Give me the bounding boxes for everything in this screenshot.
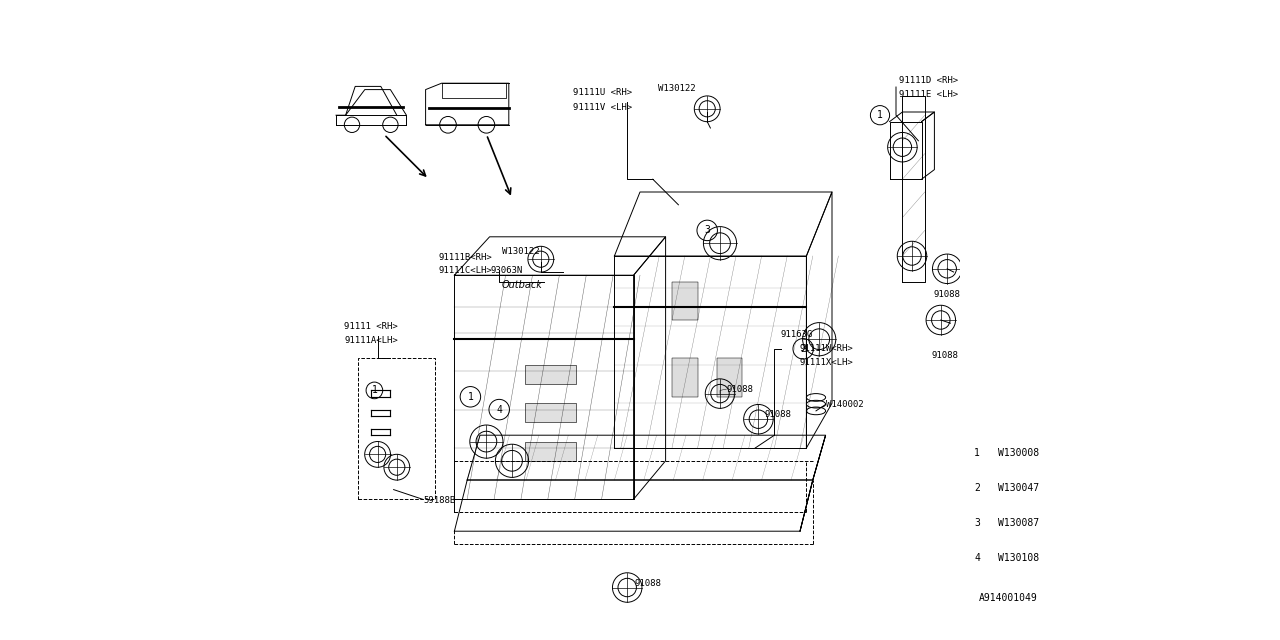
Text: 1: 1 xyxy=(974,448,980,458)
Text: 91088: 91088 xyxy=(765,410,791,419)
Text: W130047: W130047 xyxy=(998,483,1039,493)
Bar xyxy=(963,435,1088,576)
Text: 1: 1 xyxy=(371,385,378,396)
Text: 3: 3 xyxy=(704,225,710,236)
Text: W140002: W140002 xyxy=(826,400,863,409)
Circle shape xyxy=(440,116,457,133)
Text: 2: 2 xyxy=(974,483,980,493)
Text: 91111B<RH>: 91111B<RH> xyxy=(438,253,492,262)
Text: 91088: 91088 xyxy=(932,351,957,360)
Text: 91111 <RH>: 91111 <RH> xyxy=(344,322,398,331)
Bar xyxy=(672,358,698,397)
Text: 91111X<LH>: 91111X<LH> xyxy=(800,358,854,367)
Text: 91111A<LH>: 91111A<LH> xyxy=(344,336,398,345)
Text: 2: 2 xyxy=(800,344,806,354)
Text: 91111C<LH>: 91111C<LH> xyxy=(438,266,492,275)
Text: W130122: W130122 xyxy=(658,84,695,93)
Text: 91111W<RH>: 91111W<RH> xyxy=(800,344,854,353)
Text: W130108: W130108 xyxy=(998,554,1039,563)
Text: 3: 3 xyxy=(974,518,980,528)
Text: 4: 4 xyxy=(974,554,980,563)
Text: 91111U <RH>: 91111U <RH> xyxy=(573,88,632,97)
Circle shape xyxy=(479,116,495,133)
Text: 91111D <RH>: 91111D <RH> xyxy=(900,76,959,84)
Text: W130087: W130087 xyxy=(998,518,1039,528)
Bar xyxy=(525,403,576,422)
Text: 91088: 91088 xyxy=(635,579,662,588)
Bar xyxy=(717,358,742,397)
Text: W130122: W130122 xyxy=(502,247,540,256)
Text: 4: 4 xyxy=(497,404,502,415)
Text: 1: 1 xyxy=(467,392,474,402)
Text: 91111V <LH>: 91111V <LH> xyxy=(573,103,632,112)
Circle shape xyxy=(344,117,360,132)
Text: W130008: W130008 xyxy=(998,448,1039,458)
Text: 93063N: 93063N xyxy=(492,266,524,275)
Bar xyxy=(525,442,576,461)
Text: 91088: 91088 xyxy=(727,385,753,394)
Text: 91163G: 91163G xyxy=(781,330,813,339)
Bar xyxy=(672,282,698,320)
Text: 91088: 91088 xyxy=(933,290,960,299)
Text: A914001049: A914001049 xyxy=(979,593,1038,604)
Text: 1: 1 xyxy=(877,110,883,120)
Text: 59188B: 59188B xyxy=(424,496,456,505)
Text: 91111E <LH>: 91111E <LH> xyxy=(900,90,959,99)
Text: Outback: Outback xyxy=(502,280,541,290)
Circle shape xyxy=(383,117,398,132)
Bar xyxy=(525,365,576,384)
Bar xyxy=(358,358,435,499)
